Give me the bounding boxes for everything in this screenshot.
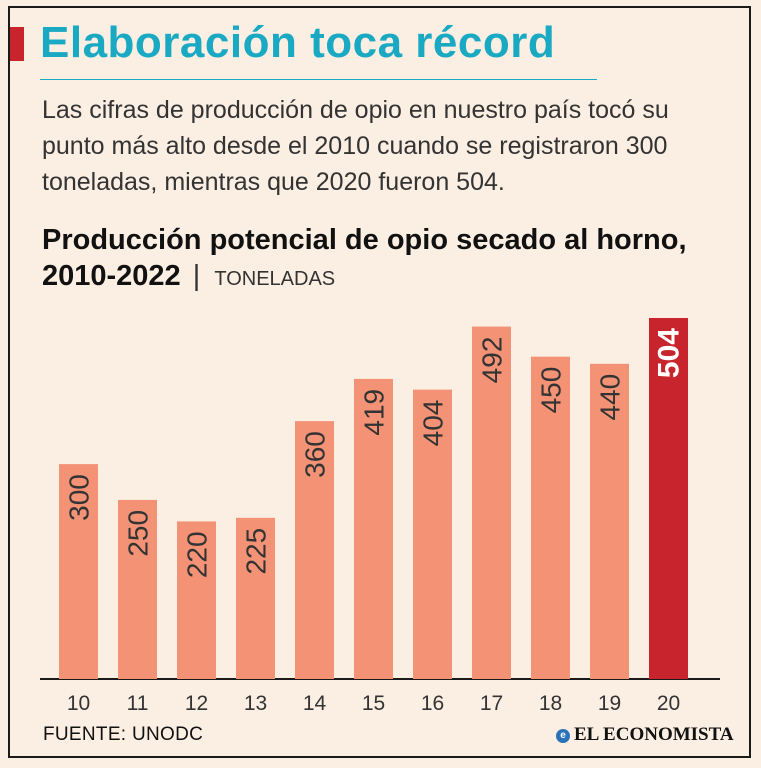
bar-10 bbox=[59, 464, 98, 679]
value-label-16: 404 bbox=[418, 400, 449, 447]
value-label-11: 250 bbox=[123, 510, 154, 557]
value-label-13: 225 bbox=[241, 528, 272, 575]
chart-title: Producción potencial de opio secado al h… bbox=[42, 222, 702, 297]
tick-label-15: 15 bbox=[362, 692, 385, 715]
tick-label-19: 19 bbox=[598, 692, 621, 715]
tick-label-17: 17 bbox=[480, 692, 503, 715]
value-label-10: 300 bbox=[64, 474, 95, 521]
tick-label-16: 16 bbox=[421, 692, 444, 715]
intro-text: Las cifras de producción de opio en nues… bbox=[42, 96, 669, 196]
tick-label-14: 14 bbox=[303, 692, 327, 715]
bar-19 bbox=[590, 363, 629, 679]
source-note: FUENTE: UNODC bbox=[43, 724, 204, 745]
value-label-12: 220 bbox=[182, 531, 213, 578]
bar-11 bbox=[118, 499, 157, 679]
bar-18 bbox=[531, 356, 570, 679]
tick-label-20: 20 bbox=[657, 692, 680, 715]
headline-underline bbox=[40, 79, 597, 80]
value-label-15: 419 bbox=[359, 389, 390, 436]
bar-13 bbox=[236, 517, 275, 679]
e-logo-icon: e bbox=[556, 729, 570, 743]
bar-12 bbox=[177, 521, 216, 679]
tick-label-18: 18 bbox=[539, 692, 562, 715]
bar-15 bbox=[354, 378, 393, 679]
value-label-14: 360 bbox=[300, 431, 331, 478]
bar-14 bbox=[295, 421, 334, 679]
bar-17 bbox=[472, 326, 511, 679]
value-label-17: 492 bbox=[477, 337, 508, 384]
value-label-19: 440 bbox=[595, 374, 626, 421]
value-label-18: 450 bbox=[536, 367, 567, 414]
tick-label-12: 12 bbox=[185, 692, 208, 715]
title-accent-bar bbox=[10, 27, 24, 61]
title-separator: | bbox=[192, 260, 201, 292]
tick-label-11: 11 bbox=[127, 692, 149, 715]
bar-20 bbox=[649, 318, 688, 679]
brand-name: EL ECONOMISTA bbox=[574, 724, 734, 745]
bar-16 bbox=[413, 389, 452, 679]
value-label-20: 504 bbox=[653, 328, 686, 378]
chart-title-text: Producción potencial de opio secado al h… bbox=[42, 224, 687, 292]
tick-label-10: 10 bbox=[67, 692, 90, 715]
tick-label-13: 13 bbox=[244, 692, 267, 715]
graphic-frame bbox=[8, 6, 751, 758]
headline: Elaboración toca récord bbox=[40, 18, 556, 67]
chart-units: TONELADAS bbox=[214, 268, 336, 290]
brand-logo: e EL ECONOMISTA bbox=[556, 724, 734, 746]
